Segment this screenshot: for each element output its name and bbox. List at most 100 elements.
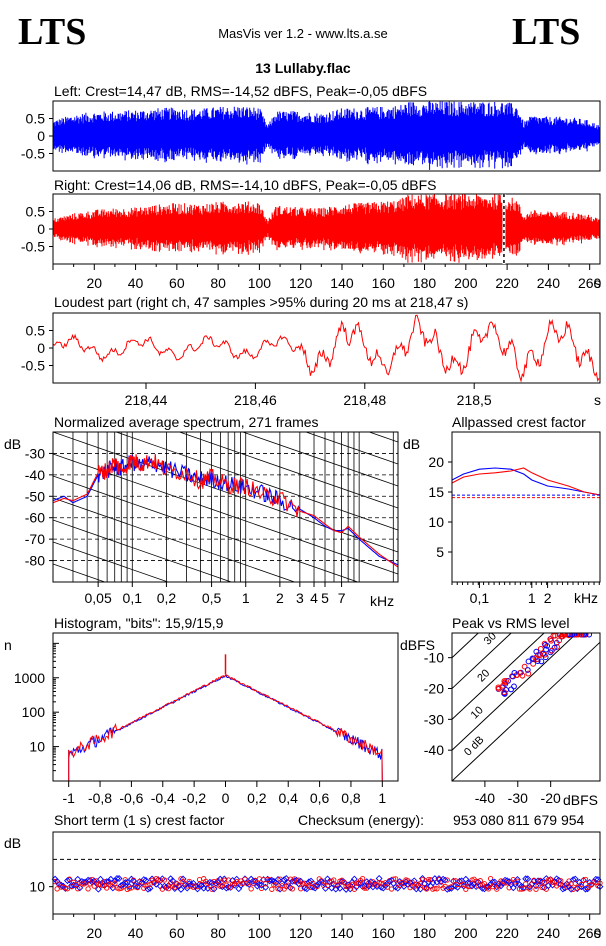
histogram-xtick-label: -1 — [62, 790, 75, 806]
peak-rms-point — [542, 654, 549, 661]
histogram-ylabel: n — [4, 637, 12, 653]
right-title: Right: Crest=14,06 dB, RMS=-14,10 dBFS, … — [54, 177, 436, 193]
peak-rms-point — [542, 642, 549, 648]
crest-short-point-left — [251, 877, 259, 885]
right-ytick-label: 0.5 — [26, 204, 46, 220]
crest-short-point-right — [134, 884, 141, 891]
loudest-xtick-label: 218,44 — [125, 392, 168, 408]
right-ytick-label: -0.5 — [21, 239, 45, 255]
crest-short-point-right — [331, 877, 337, 883]
allpassed-ytick-label: 10 — [428, 514, 444, 530]
peak-rms-point — [548, 647, 555, 654]
crest-short-point-right — [126, 885, 133, 891]
loudest-xtick-label: 218,48 — [343, 392, 386, 408]
g-spectrum-ytick-label: -30 — [25, 445, 45, 461]
peak-rms-point — [511, 669, 518, 676]
crest-short-point-right — [432, 885, 438, 892]
crest-short-point-left — [123, 878, 131, 886]
loudest-part-chart: 0.50 -0.5 218,44 218,46 218,48 218,5 s — [21, 312, 601, 408]
crest-short-point-left — [394, 884, 402, 892]
crest-short-point-left — [524, 875, 532, 883]
crest-short-point-right — [275, 886, 281, 892]
g-spectrum-xtick-label: 4 — [310, 590, 318, 606]
peak-rms-point — [530, 660, 537, 667]
allpassed-frame — [451, 431, 601, 583]
histogram-ytick-label: 1000 — [14, 670, 45, 686]
crest-short-point-left — [485, 883, 493, 891]
peak-rms-point — [572, 633, 579, 638]
crest-short-point-left — [303, 885, 311, 893]
crest-short-point-left — [447, 884, 455, 892]
crest-short-point-left — [183, 884, 191, 892]
crest-short-frame — [52, 831, 601, 915]
g-spectrum-xtick-label: 0,05 — [85, 590, 112, 606]
crest-short-point-right — [242, 876, 248, 882]
histogram-xtick-label: 0,8 — [341, 790, 361, 806]
right-xtick-label: 220 — [495, 275, 519, 291]
g-spectrum-xtick-label: 5 — [321, 590, 329, 606]
left-channel-chart: 0.50 -0.5 — [21, 100, 601, 172]
peak-rms-ylabel: dBFS — [400, 637, 435, 653]
crest-short-point-left — [452, 882, 459, 890]
g-spectrum-xtick-label: 7 — [338, 590, 346, 606]
histogram-ytick-label: 100 — [22, 704, 46, 720]
crest-short-point-left — [233, 875, 241, 883]
crest-short-point-left — [125, 883, 133, 891]
crest-short-point-left — [441, 876, 449, 884]
crest-short-point-right — [392, 876, 399, 882]
crest-short-point-left — [375, 875, 383, 882]
crest-short-point-left — [497, 882, 505, 890]
crest-short-point-right — [269, 886, 275, 892]
crest-short-point-left — [113, 875, 121, 882]
crest-short-point-left — [134, 883, 142, 891]
crest-short-xtick-label: 220 — [495, 925, 519, 941]
peak-rms-point — [500, 682, 506, 689]
crest-short-point-right — [333, 882, 339, 888]
peak-rms-point — [534, 658, 541, 665]
crest-short-point-left — [90, 877, 98, 885]
crest-short-xtick-label: 180 — [413, 925, 437, 941]
crest-short-point-left — [319, 879, 327, 887]
crest-short-point-right — [262, 881, 269, 887]
crest-short-point-right — [362, 885, 368, 891]
checksum-label: Checksum (energy): — [298, 812, 424, 828]
histogram-xtick-label: -0,6 — [119, 790, 143, 806]
crest-short-ylabel: dB — [4, 835, 21, 851]
crest-short-point-left — [361, 882, 369, 890]
crest-short-point-left — [577, 883, 585, 891]
peak-rms-ytick-label: -40 — [424, 742, 444, 758]
crest-short-point-left — [94, 885, 102, 893]
crest-short-point-right — [390, 876, 397, 882]
histogram-ytick-label: 10 — [29, 739, 45, 755]
spectrum-slope-line — [178, 432, 398, 509]
crest-short-point-left — [557, 881, 565, 888]
peak-rms-point — [501, 679, 508, 686]
spectrum-slope-line — [53, 541, 170, 582]
crest-short-point-left — [553, 875, 561, 883]
right-xtick-label: 160 — [372, 275, 396, 291]
crest-short-point-right — [289, 886, 296, 892]
left-ytick-label: -0.5 — [21, 146, 45, 162]
allpassed-ytick-label: 15 — [428, 484, 444, 500]
crest-short-xtick-label: 60 — [169, 925, 185, 941]
g-spectrum-grid — [53, 432, 398, 582]
loudest-xunit: s — [594, 392, 601, 408]
crest-short-xtick-label: 80 — [210, 925, 226, 941]
crest-short-point-left — [363, 878, 371, 886]
crest-short-title: Short term (1 s) crest factor — [54, 812, 225, 828]
right-xtick-label: 40 — [128, 275, 144, 291]
crest-short-point-left — [119, 881, 127, 888]
histogram-xtick-label: -0,4 — [151, 790, 175, 806]
peak-rms-xlabel: dBFS — [563, 792, 598, 808]
peak-rms-point — [566, 633, 572, 639]
g-spectrum-ytick-label: -50 — [25, 488, 45, 504]
peak-rms-point — [586, 633, 593, 638]
crest-short-point-left — [216, 875, 224, 883]
right-xunit: s — [594, 275, 601, 291]
histogram-xtick-label: 0,4 — [278, 790, 298, 806]
g-spectrum-xtick-label: 1 — [242, 590, 250, 606]
histogram-xtick-label: 1 — [378, 790, 386, 806]
g-spectrum-ytick-label: -70 — [25, 531, 45, 547]
